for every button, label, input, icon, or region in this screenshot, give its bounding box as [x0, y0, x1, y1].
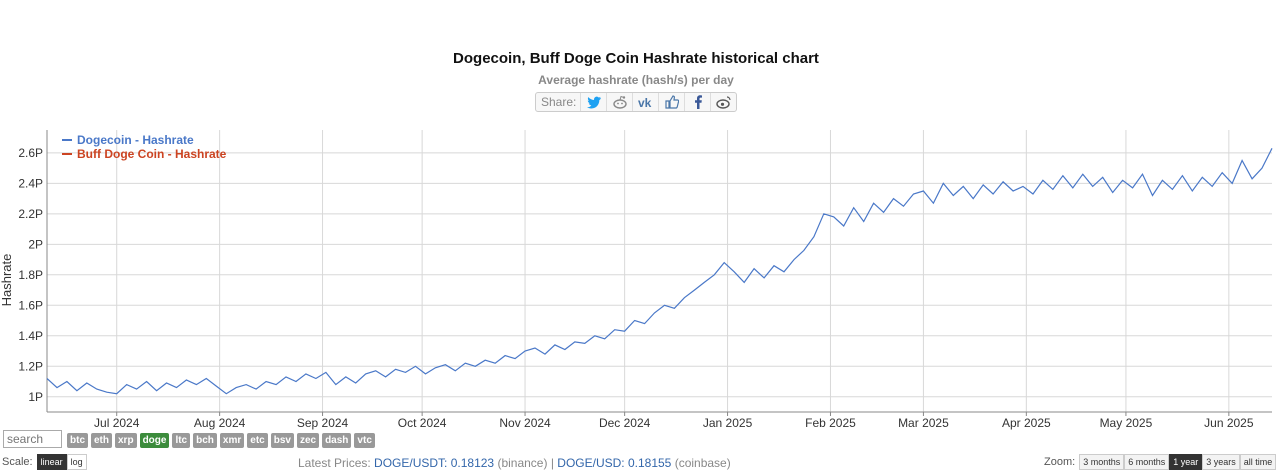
zoom-option-3-years[interactable]: 3 years	[1202, 454, 1240, 470]
zoom-option-1-year[interactable]: 1 year	[1169, 454, 1203, 470]
reddit-icon[interactable]	[606, 93, 632, 111]
weibo-icon[interactable]	[710, 93, 736, 111]
x-tick-label: Oct 2024	[398, 416, 447, 430]
coin-chip-vtc[interactable]: vtc	[354, 433, 375, 448]
chart-legend: Dogecoin - Hashrate Buff Doge Coin - Has…	[62, 133, 226, 161]
legend-swatch-dogecoin	[62, 139, 72, 141]
svg-text:vk: vk	[638, 96, 652, 108]
x-tick-label: Jun 2025	[1204, 416, 1254, 430]
scale-label: Scale:	[2, 456, 33, 468]
coin-chip-xrp[interactable]: xrp	[115, 433, 137, 448]
like-icon[interactable]	[658, 93, 684, 111]
price-link-coinbase[interactable]: DOGE/USD: 0.18155	[557, 456, 672, 470]
x-tick-label: Feb 2025	[805, 416, 856, 430]
x-tick-label: Aug 2024	[194, 416, 246, 430]
x-gridlines	[116, 130, 1230, 412]
legend-swatch-buffdoge	[62, 153, 72, 155]
x-tick-label: Mar 2025	[898, 416, 949, 430]
zoom-options: 3 months 6 months 1 year 3 years all time	[1079, 454, 1277, 470]
y-axis-label: Hashrate	[0, 254, 14, 307]
coin-chip-btc[interactable]: btc	[67, 433, 88, 448]
price-separator: |	[550, 456, 554, 470]
y-tick-label: 2.4P	[18, 176, 43, 190]
coin-chip-etc[interactable]: etc	[247, 433, 268, 448]
legend-label-buffdoge: Buff Doge Coin - Hashrate	[77, 147, 227, 161]
share-label: Share:	[541, 95, 577, 109]
scale-log-button[interactable]: log	[66, 454, 87, 470]
legend-item-buffdoge[interactable]: Buff Doge Coin - Hashrate	[62, 147, 226, 161]
x-tick-label: Apr 2025	[1002, 416, 1051, 430]
coin-chip-doge[interactable]: doge	[139, 433, 170, 448]
x-tick-label: Dec 2024	[599, 416, 651, 430]
coin-chip-xmr[interactable]: xmr	[219, 433, 245, 448]
y-gridlines	[47, 152, 1272, 398]
scale-selector: Scale: linear log	[2, 454, 87, 470]
x-tick-label: May 2025	[1100, 416, 1153, 430]
x-tick-label: Jul 2024	[94, 416, 140, 430]
legend-label-dogecoin: Dogecoin - Hashrate	[77, 133, 194, 147]
zoom-option-all-time[interactable]: all time	[1239, 454, 1277, 470]
x-tick-label: Nov 2024	[499, 416, 551, 430]
latest-prices: Latest Prices: DOGE/USDT: 0.18123 (binan…	[298, 456, 731, 470]
coin-chip-eth[interactable]: eth	[91, 433, 112, 448]
y-tick-label: 2.2P	[18, 207, 43, 221]
scale-linear-button[interactable]: linear	[36, 454, 67, 470]
share-bar: Share: vk	[535, 92, 737, 112]
y-tick-label: 1.8P	[18, 268, 43, 282]
y-tick-label: 1.2P	[18, 359, 43, 373]
coin-chip-bch[interactable]: bch	[193, 433, 217, 448]
price-link-binance[interactable]: DOGE/USDT: 0.18123	[374, 456, 495, 470]
series-line-0	[46, 148, 1273, 395]
zoom-option-3-months[interactable]: 3 months	[1079, 454, 1125, 470]
chart-title: Dogecoin, Buff Doge Coin Hashrate histor…	[453, 50, 819, 67]
twitter-icon[interactable]	[580, 93, 606, 111]
coin-chip-dash[interactable]: dash	[322, 433, 352, 448]
series-layer	[46, 148, 1273, 395]
y-tick-label: 2.6P	[18, 146, 43, 160]
zoom-option-6-months[interactable]: 6 months	[1124, 454, 1170, 470]
y-tick-label: 1.6P	[18, 298, 43, 312]
vk-icon[interactable]: vk	[632, 93, 658, 111]
legend-item-dogecoin[interactable]: Dogecoin - Hashrate	[62, 133, 226, 147]
price-source-coinbase: (coinbase)	[674, 456, 731, 470]
x-tick-label: Jan 2025	[703, 416, 753, 430]
x-axis-ticks: Jul 2024 Aug 2024 Sep 2024 Oct 2024 Nov 2024…	[94, 412, 1254, 430]
prices-label: Latest Prices:	[298, 456, 371, 470]
coin-chip-ltc[interactable]: ltc	[172, 433, 191, 448]
search-input[interactable]	[3, 430, 62, 448]
chart-subtitle: Average hashrate (hash/s) per day	[538, 73, 734, 87]
coin-chips: btc eth xrp doge ltc bch xmr etc bsv zec dash vtc	[67, 430, 378, 448]
x-tick-label: Sep 2024	[297, 416, 349, 430]
y-axis-ticks: 1P 1.2P 1.4P 1.6P 1.8P 2P 2.2P 2.4P 2.6P	[18, 146, 43, 404]
y-tick-label: 1P	[28, 390, 43, 404]
zoom-selector: Zoom: 3 months 6 months 1 year 3 years all t…	[1044, 454, 1277, 470]
y-tick-label: 1.4P	[18, 329, 43, 343]
price-source-binance: (binance)	[497, 456, 548, 470]
coin-chip-zec[interactable]: zec	[296, 433, 320, 448]
zoom-label: Zoom:	[1044, 456, 1076, 468]
facebook-icon[interactable]	[684, 93, 710, 111]
coin-chip-bsv[interactable]: bsv	[270, 433, 294, 448]
y-tick-label: 2P	[28, 237, 43, 251]
